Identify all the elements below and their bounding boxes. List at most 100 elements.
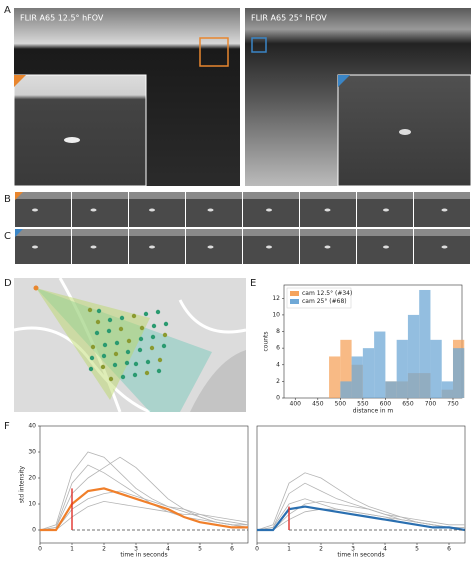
- target: [266, 208, 272, 212]
- detection-dot: [114, 340, 120, 346]
- frame-horizon: [72, 229, 128, 236]
- y-tick-label: 0: [276, 395, 280, 402]
- detection-dot: [149, 345, 155, 351]
- histogram-bar: [362, 348, 375, 398]
- y-tick-label: 10: [272, 311, 280, 318]
- detection-dot: [106, 328, 112, 334]
- legend-box: [286, 287, 352, 309]
- y-tick-label: 12: [272, 295, 280, 302]
- legend-label: cam 25° (#68): [302, 298, 347, 305]
- frame-horizon: [300, 192, 356, 199]
- legend-swatch: [290, 299, 299, 304]
- mean-line: [257, 505, 466, 532]
- detection-dot: [132, 372, 138, 378]
- y-tick-label: 40: [28, 423, 36, 430]
- detection-dot: [102, 342, 108, 348]
- frame-horizon: [357, 229, 413, 236]
- x-tick-label: 2: [102, 546, 106, 553]
- x-tick-label: 400: [290, 401, 302, 408]
- detection-dot: [151, 323, 157, 329]
- x-tick-label: 0: [255, 546, 259, 553]
- detection-dot: [163, 321, 169, 327]
- frame-horizon: [186, 192, 242, 199]
- camera-title: FLIR A65 12.5° hFOV: [20, 14, 104, 23]
- map-roads: [13, 277, 247, 414]
- trace-line: [40, 500, 249, 531]
- mean-line: [40, 487, 248, 532]
- x-tick-label: 4: [166, 546, 170, 553]
- x-tick-label: 3: [134, 546, 138, 553]
- frame-horizon: [414, 192, 470, 199]
- histogram-bar: [407, 314, 420, 398]
- detection-dot: [150, 334, 156, 340]
- trace-line: [39, 451, 249, 531]
- x-tick-label: 6: [230, 546, 234, 553]
- x-tick-label: 5: [415, 546, 419, 553]
- histogram-bar: [374, 331, 386, 398]
- detection-dot: [119, 315, 125, 321]
- target: [32, 208, 38, 212]
- x-axis-label: time in seconds: [120, 552, 167, 559]
- histogram-bar: [329, 356, 341, 398]
- target: [324, 245, 331, 249]
- target: [383, 208, 389, 212]
- histogram-bar: [385, 381, 397, 398]
- zoom-box: [199, 37, 229, 67]
- legend-swatch: [290, 291, 299, 296]
- target: [149, 208, 155, 212]
- detection-dot: [156, 368, 162, 374]
- x-tick-label: 6: [447, 546, 451, 553]
- x-tick-label: 0: [38, 546, 42, 553]
- detection-dot: [90, 344, 96, 350]
- target: [149, 245, 155, 249]
- frame-horizon: [15, 192, 71, 199]
- histogram-bar: [351, 356, 363, 398]
- x-tick-label: 1: [287, 546, 291, 553]
- detection-dot: [112, 362, 118, 368]
- y-tick-label: 20: [28, 475, 36, 482]
- x-tick-label: 5: [198, 546, 202, 553]
- camera-position: [33, 285, 39, 291]
- inset-image: [13, 74, 147, 187]
- detection-dot: [88, 366, 94, 372]
- histogram-bar: [419, 289, 431, 398]
- frame-horizon: [129, 192, 185, 199]
- target: [441, 245, 448, 249]
- detection-dot: [87, 307, 93, 313]
- target: [383, 245, 389, 249]
- target: [441, 208, 448, 212]
- corner-marker: [15, 229, 23, 237]
- camera-title: FLIR A65 25° hFOV: [251, 14, 327, 23]
- x-tick-label: 450: [312, 401, 324, 408]
- target: [64, 137, 80, 143]
- x-axis-label: time in seconds: [337, 552, 384, 559]
- x-tick-label: 650: [402, 401, 414, 408]
- detection-dot: [155, 309, 161, 315]
- detection-dot: [95, 319, 101, 325]
- detection-dot: [162, 332, 168, 338]
- y-tick-label: 30: [28, 449, 36, 456]
- detection-dot: [100, 364, 106, 370]
- corner-marker: [14, 75, 26, 87]
- frame-horizon: [186, 229, 242, 236]
- x-tick-label: 2: [319, 546, 323, 553]
- plot-area: [256, 425, 466, 544]
- y-tick-label: 0: [32, 527, 36, 534]
- frame-horizon: [300, 229, 356, 236]
- panel-label: A: [4, 5, 11, 16]
- y-tick-label: 10: [28, 501, 36, 508]
- frame-horizon: [357, 192, 413, 199]
- legend-label: cam 12.5° (#34): [302, 290, 352, 297]
- x-tick-label: 750: [447, 401, 459, 408]
- target: [32, 245, 38, 249]
- detection-dot: [113, 351, 119, 357]
- panel-label: C: [4, 231, 11, 242]
- x-tick-label: 600: [380, 401, 392, 408]
- corner-marker: [15, 192, 23, 200]
- target: [90, 208, 97, 212]
- x-tick-label: 500: [335, 401, 347, 408]
- histogram-bar: [340, 381, 352, 398]
- detection-dot: [138, 336, 144, 342]
- detection-dot: [137, 347, 143, 353]
- y-tick-label: 6: [276, 345, 280, 352]
